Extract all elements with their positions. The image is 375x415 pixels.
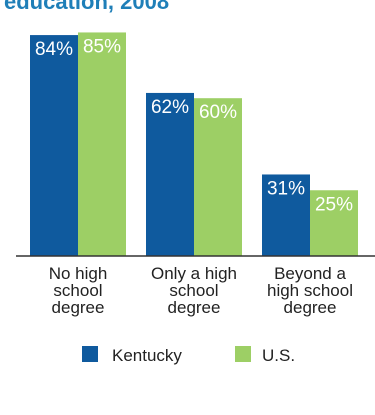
- legend-swatch-kentucky: [82, 346, 98, 362]
- bar-value-label: 62%: [151, 97, 189, 118]
- category-label: degree: [168, 298, 221, 317]
- bar-labels-group: 84% 85% 62% 60% 31% 25%: [35, 36, 353, 215]
- bars-group: [30, 32, 358, 257]
- bar-value-label: 60%: [199, 102, 237, 123]
- bar-us-2: [310, 190, 358, 256]
- bar-value-label: 25%: [315, 194, 353, 215]
- bar-value-label: 31%: [267, 178, 305, 199]
- category-label: Beyond a: [274, 264, 346, 283]
- category-label: degree: [284, 298, 337, 317]
- category-label: high school: [267, 281, 353, 300]
- chart-title: education, 2008: [4, 0, 169, 14]
- bar-kentucky-0: [30, 35, 78, 256]
- bar-value-label: 85%: [83, 36, 121, 57]
- bar-us-0: [78, 32, 126, 257]
- legend-swatch-us: [235, 346, 251, 362]
- bar-us-1: [194, 98, 242, 256]
- category-label: Only a high: [151, 264, 237, 283]
- legend-label-kentucky: Kentucky: [112, 346, 182, 365]
- legend-label-us: U.S.: [262, 346, 295, 365]
- category-label: degree: [52, 298, 105, 317]
- category-label: school: [169, 281, 218, 300]
- legend: Kentucky U.S.: [82, 346, 295, 365]
- bar-kentucky-2: [262, 174, 310, 256]
- category-label: school: [53, 281, 102, 300]
- bar-kentucky-1: [146, 92, 194, 256]
- bar-value-label: 84%: [35, 39, 73, 60]
- category-label: No high: [49, 264, 108, 283]
